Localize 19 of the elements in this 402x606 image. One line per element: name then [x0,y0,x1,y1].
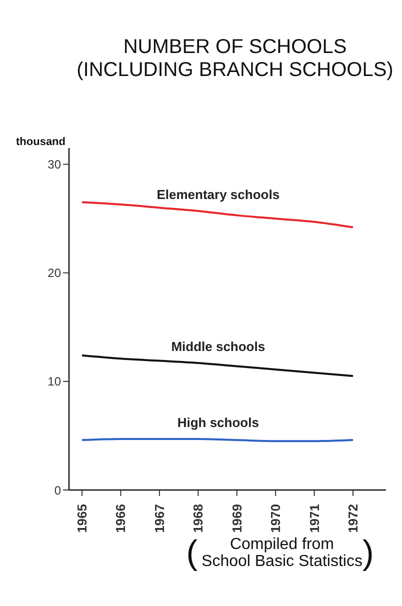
chart-title: NUMBER OF SCHOOLS (INCLUDING BRANCH SCHOOLS) [76,36,394,82]
line-series [81,354,354,377]
y-tick-label: 30 [48,158,62,172]
x-tick-label: 1969 [229,504,244,533]
x-tick-label: 1965 [74,504,90,533]
x-tick-label: 1966 [113,504,128,533]
x-tick-label: 1972 [346,504,360,533]
y-tick-label: 10 [48,374,62,389]
series-label: Middle schools [171,338,266,354]
y-tick-label: 20 [48,266,62,280]
x-tick-label: 1970 [268,504,284,533]
line-series [81,201,354,228]
y-tick-label: 0 [54,483,62,498]
series-label: High schools [177,414,259,430]
x-tick-label: 1967 [152,504,167,533]
y-axis-title: thousand [16,136,66,148]
x-tick-label: 1968 [190,504,206,533]
x-tick-label: 1971 [306,504,322,533]
series-label: Elementary schools [156,186,280,202]
